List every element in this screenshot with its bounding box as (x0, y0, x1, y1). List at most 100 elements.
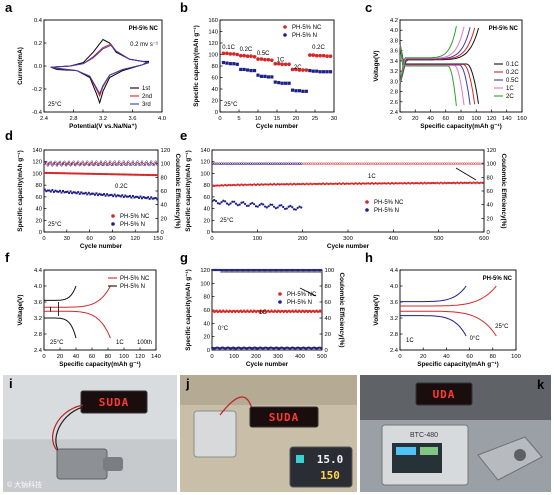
efficiency-point (294, 268, 297, 272)
efficiency-point (341, 162, 345, 165)
efficiency-point (260, 268, 263, 272)
x-tick-label: 120 (487, 116, 497, 122)
efficiency-point (369, 162, 372, 165)
capacity-point (133, 173, 136, 176)
y2-tick-label: 80 (161, 175, 167, 181)
capacity-point (269, 183, 272, 186)
efficiency-point (269, 268, 272, 272)
efficiency-point (310, 268, 313, 272)
capacity-point (254, 183, 258, 187)
efficiency-point (359, 162, 363, 165)
x-tick-label: 20 (412, 116, 418, 122)
efficiency-point (231, 268, 235, 272)
legend-entry: PH-5% N (120, 222, 145, 228)
efficiency-point (319, 268, 323, 272)
cv-curve-1st (50, 38, 150, 105)
device-label: BTC-480 (410, 432, 438, 439)
rate-label: 1C (406, 338, 414, 344)
efficiency-point (263, 268, 267, 272)
efficiency-point (237, 268, 240, 272)
efficiency-point (116, 162, 119, 165)
efficiency-point (51, 164, 54, 167)
efficiency-point (84, 163, 87, 166)
capacity-point (227, 183, 230, 187)
capacity-point (349, 182, 352, 185)
data-point (221, 51, 226, 56)
efficiency-point (54, 160, 57, 164)
efficiency-point (363, 162, 366, 165)
efficiency-point (251, 268, 255, 272)
efficiency-point (465, 162, 468, 165)
x-tick-label: 60 (466, 354, 472, 360)
capacity-point (224, 183, 227, 187)
rate-label: 0.2C (240, 47, 253, 53)
efficiency-point (281, 268, 284, 272)
efficiency-point (379, 162, 383, 165)
capacity-point (283, 183, 287, 186)
axis-arrow (455, 167, 477, 181)
efficiency-point (67, 160, 71, 163)
capacity-point (278, 183, 281, 186)
y-tick-label: 3.6 (390, 300, 398, 306)
efficiency-point (311, 268, 314, 272)
efficiency-point (286, 268, 290, 272)
capacity-point (394, 181, 397, 185)
capacity-point (69, 172, 72, 175)
capacity-point (236, 204, 239, 207)
efficiency-point (456, 162, 459, 165)
efficiency-point (263, 162, 267, 165)
legend-entry: 3rd (142, 102, 151, 108)
capacity-point (251, 183, 254, 186)
capacity-point (459, 181, 462, 184)
efficiency-point (242, 268, 246, 272)
capacity-point (367, 182, 370, 185)
data-point (266, 57, 271, 62)
y-tick-label: 100 (32, 171, 42, 177)
efficiency-point (372, 162, 375, 165)
y-tick-label: 2.8 (390, 332, 398, 338)
efficiency-point (236, 268, 239, 272)
efficiency-point (320, 162, 323, 165)
capacity-point (156, 198, 159, 201)
efficiency-point (425, 162, 428, 165)
x-tick-label: 0 (210, 354, 213, 360)
capacity-point (225, 184, 229, 187)
capacity-point (106, 193, 109, 196)
capacity-point (428, 182, 432, 185)
capacity-point (320, 183, 323, 186)
efficiency-point (222, 162, 225, 165)
capacity-point (92, 192, 95, 195)
capacity-point (116, 194, 119, 197)
photo-j: j SUDA 15.0 150 (180, 375, 357, 492)
capacity-point (405, 182, 408, 185)
capacity-point (54, 189, 57, 192)
efficiency-point (131, 162, 135, 165)
efficiency-point (307, 162, 310, 165)
efficiency-point (434, 162, 437, 165)
efficiency-point (240, 162, 243, 165)
x-axis-label: Specific capacity(mAh g⁻¹) (59, 361, 141, 368)
y-tick-label: 60 (212, 76, 218, 82)
capacity-point (51, 189, 54, 192)
efficiency-point (441, 162, 444, 165)
capacity-point (128, 194, 131, 197)
data-point (266, 75, 270, 79)
y2-tick-label: 40 (325, 316, 331, 322)
capacity-point (103, 193, 106, 196)
x-tick-label: 600 (479, 236, 489, 242)
capacity-point (340, 182, 343, 186)
efficiency-point (233, 162, 236, 165)
y-tick-label: 2.8 (34, 332, 42, 338)
data-point (287, 81, 291, 85)
legend-entry: PH-5% N (292, 33, 317, 39)
capacity-point (256, 183, 259, 186)
capacity-point (287, 183, 290, 186)
capacity-point (456, 181, 459, 184)
y-axis-label: Voltage(V) (17, 294, 24, 325)
capacity-point (151, 197, 154, 200)
legend-entry: PH-5% NC (374, 200, 404, 206)
capacity-point (434, 182, 437, 185)
efficiency-point (437, 162, 441, 165)
capacity-point (387, 181, 390, 185)
legend-marker (283, 33, 287, 37)
